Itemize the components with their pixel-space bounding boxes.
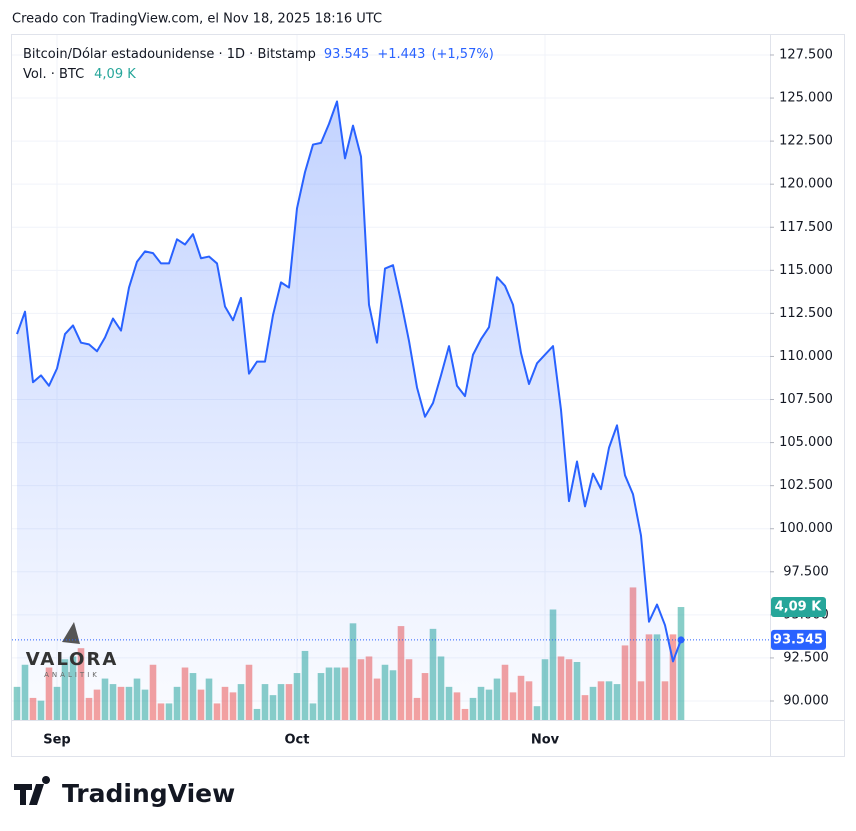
change-pct: (+1,57%) xyxy=(431,47,493,62)
watermark-icon xyxy=(62,622,80,644)
y-tick-label: 90.000 xyxy=(783,693,829,708)
y-tick-label: 107.500 xyxy=(779,392,833,407)
price-area xyxy=(17,101,681,720)
y-tick-label: 105.000 xyxy=(779,435,833,450)
volume-badge-text: 4,09 K xyxy=(775,600,823,615)
last-price: 93.545 xyxy=(324,47,370,62)
y-tick-label: 112.500 xyxy=(779,306,833,321)
x-tick-label: Nov xyxy=(531,733,560,748)
y-tick-label: 100.000 xyxy=(779,521,833,536)
y-tick-label: 102.500 xyxy=(779,478,833,493)
created-note: Creado con TradingView.com, el Nov 18, 2… xyxy=(12,12,382,27)
brand-logo xyxy=(14,776,51,805)
y-tick-label: 115.000 xyxy=(779,263,833,278)
y-tick-label: 97.500 xyxy=(783,564,829,579)
last-price-badge-text: 93.545 xyxy=(773,632,823,647)
watermark-text: ANALITIK xyxy=(44,671,100,679)
watermark: VALORA ANALITIK xyxy=(26,622,119,679)
x-tick-label: Oct xyxy=(285,733,310,748)
change: +1.443 xyxy=(377,47,425,62)
x-tick-label: Sep xyxy=(43,733,71,748)
y-tick-label: 117.500 xyxy=(779,220,833,235)
volume-legend: Vol. · BTC 4,09 K xyxy=(23,67,136,82)
price-layer xyxy=(16,100,682,720)
y-tick-label: 127.500 xyxy=(779,47,833,62)
watermark-text: VALORA xyxy=(26,649,119,670)
title: Bitcoin/Dólar estadounidense · 1D · Bits… xyxy=(23,47,316,62)
brand-name: TradingView xyxy=(62,779,235,808)
chart-title: Bitcoin/Dólar estadounidense · 1D · Bits… xyxy=(23,47,494,62)
y-tick-label: 125.000 xyxy=(779,91,833,106)
volume-last: 4,09 K xyxy=(94,67,136,82)
chart-frame xyxy=(11,34,845,757)
volume-badge xyxy=(771,597,826,618)
y-tick-label: 122.500 xyxy=(779,134,833,149)
y-tick-label: 110.000 xyxy=(779,349,833,364)
brand: TradingView xyxy=(14,776,235,808)
y-tick-label: 92.500 xyxy=(783,650,829,665)
last-point xyxy=(677,636,685,644)
last-price-badge xyxy=(771,629,826,650)
y-tick-label: 120.000 xyxy=(779,177,833,192)
price-line xyxy=(16,100,682,663)
volume-title: Vol. · BTC xyxy=(23,67,84,82)
